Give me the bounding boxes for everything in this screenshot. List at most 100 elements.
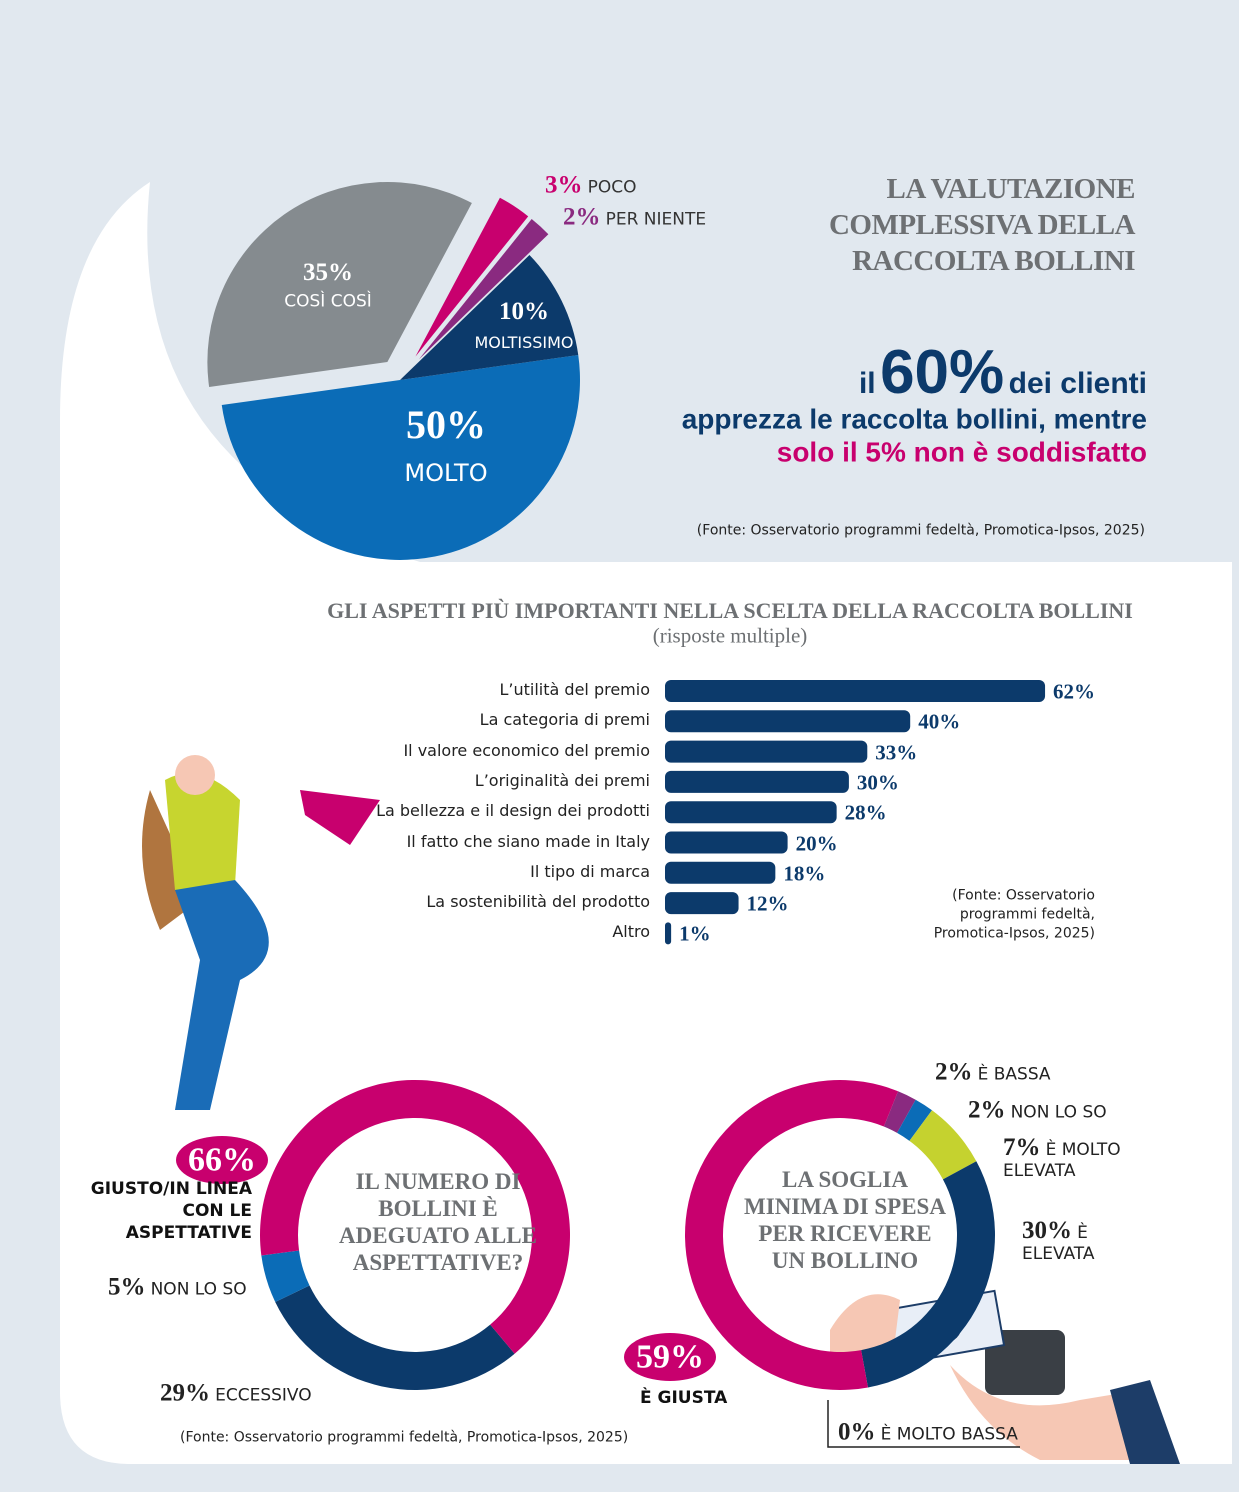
chart-title: LA VALUTAZIONE COMPLESSIVA DELLA RACCOLT… (828, 173, 1136, 277)
bar (665, 892, 739, 915)
category-label: Il valore economico del premio (403, 740, 650, 760)
category-label: Il tipo di marca (530, 863, 650, 881)
chart-title: LA VALUTAZIONE COMPLESSIVA DELLA RACCOLT… (805, 171, 1136, 279)
value-label: 20% (795, 830, 838, 855)
category-label: NON LO SO (150, 1279, 247, 1300)
category-label: È ELEVATA (1022, 1222, 1095, 1264)
category-label: MOLTISSIMO (474, 334, 573, 352)
category-label: La categoria di premi (479, 710, 650, 730)
value-label: 66% (188, 1141, 256, 1179)
pie-slice (418, 219, 549, 360)
value-label: 28% (845, 801, 887, 825)
chart-title: LA SOGLIA MINIMA DI SPESA PER RICEVERE U… (740, 1166, 950, 1274)
value-label: 59% (636, 1338, 704, 1375)
category-label: L’originalità dei premi (474, 771, 650, 791)
slice-label: 7% È MOLTO ELEVATA (1003, 1134, 1143, 1180)
category-label: La sostenibilità del prodotto (426, 893, 650, 911)
value-label: 50% (406, 403, 486, 447)
headline-line: apprezza le raccolta bollini, mentre (681, 403, 1147, 436)
category-label: Il tipo di marca (530, 862, 650, 881)
headline-text: dei clienti (1008, 366, 1147, 400)
slice-label: 0% È MOLTO BASSA (838, 1418, 1018, 1446)
category-label: MOLTO (404, 460, 487, 486)
value-label: 29% (160, 1379, 210, 1407)
donut-segment (275, 1285, 515, 1391)
donut-segment (909, 1110, 977, 1180)
bar (665, 801, 837, 824)
donut-segment (260, 1080, 570, 1354)
value-label: 1% (679, 921, 711, 946)
chart-title: IL NUMERO DI BOLLINI È ADEGUATO ALLE ASP… (339, 1169, 537, 1275)
value-label: 2% (968, 1096, 1006, 1124)
chart-title: GLI ASPETTI PIÙ IMPORTANTI NELLA SCELTA … (327, 597, 1133, 623)
value-label: 40% (918, 709, 961, 734)
bar (665, 710, 911, 733)
value-label: 12% (746, 891, 789, 916)
slice-label: 30% È ELEVATA (1022, 1217, 1112, 1263)
bracket (827, 1400, 1020, 1448)
category-label: COSÌ COSÌ (284, 291, 372, 312)
value-label: 30% (857, 771, 899, 794)
category-label: È MOLTO ELEVATA (1003, 1139, 1121, 1181)
value-label: 40% (918, 709, 961, 734)
source: (Fonte: Osservatorio programmi fedeltà, … (697, 523, 1145, 538)
category-label: MOLTISSIMO (474, 333, 574, 353)
category-label: L’originalità dei premi (475, 772, 650, 790)
source: (Fonte: Osservatorio programmi fedeltà, … (180, 1430, 628, 1445)
category-label: La sostenibilità del prodotto (426, 892, 650, 912)
value-label: 62% (1053, 679, 1096, 704)
value-label: 33% (875, 740, 918, 765)
bar (665, 922, 672, 945)
slice-label: 2% È BASSA (935, 1058, 1051, 1086)
source: (Fonte: Osservatorio programmi fedeltà, … (696, 522, 1145, 539)
value-label: 59% (636, 1338, 704, 1376)
value-label: 50% (406, 402, 486, 447)
headline-number: 60% (880, 337, 1005, 407)
pill (176, 1136, 268, 1184)
value-label: 18% (783, 861, 826, 886)
category-label: PER NIENTE (605, 209, 707, 230)
value-label: 12% (746, 891, 789, 916)
donut-segment (261, 1250, 310, 1302)
value-label: 5% (108, 1273, 146, 1301)
category-label: La bellezza e il design dei prodotti (376, 801, 650, 821)
category-label: GIUSTO/IN LINEA CON LE ASPETTATIVE (52, 1178, 252, 1244)
pie-slice (207, 181, 472, 388)
value-label: 1% (679, 921, 711, 946)
value-label: 35% (303, 258, 353, 286)
value-label: 35% (303, 258, 353, 287)
category-label: GIUSTO/IN LINEA CON LE ASPETTATIVE (90, 1178, 252, 1244)
donut-segment (883, 1091, 916, 1133)
bar (665, 740, 868, 763)
category-label: Il fatto che siano made in Italy (407, 832, 650, 851)
category-label: La bellezza e il design dei prodotti (376, 802, 650, 820)
category-label: È BASSA (977, 1064, 1051, 1085)
headline-text: apprezza le raccolta bollini, mentre (681, 403, 1147, 435)
pie-slice (221, 354, 580, 560)
headline-text: solo il 5% non è soddisfatto (776, 436, 1147, 468)
category-label: L’utilità del premio (499, 680, 651, 700)
slice-label: 5% NON LO SO (108, 1273, 247, 1301)
value-label: 2% (563, 203, 601, 231)
value-label: 20% (795, 830, 838, 855)
donut-segment (897, 1099, 932, 1141)
category-label: L’utilità del premio (500, 681, 651, 699)
category-label: La categoria di premi (479, 710, 650, 730)
headline-line: il 60% dei clienti (859, 337, 1147, 407)
chart-subtitle: (risposte multiple) (653, 624, 808, 647)
value-label: 66% (188, 1141, 256, 1178)
category-label: NON LO SO (1010, 1102, 1107, 1123)
value-label: 3% (545, 171, 583, 199)
chart-subtitle: (risposte multiple) (652, 623, 808, 648)
donut-segment (685, 1080, 899, 1390)
source: (Fonte: Osservatorio programmi fedeltà, … (925, 887, 1095, 944)
category-label: È GIUSTA (640, 1387, 728, 1408)
value-label: 7% (1003, 1133, 1041, 1161)
category-label: È MOLTO BASSA (880, 1424, 1018, 1445)
category-label: COSÌ COSÌ (284, 291, 372, 312)
source: (Fonte: Osservatorio programmi fedeltà, … (933, 887, 1095, 942)
value-label: 10% (499, 297, 549, 326)
category-label: ECCESSIVO (215, 1385, 312, 1406)
